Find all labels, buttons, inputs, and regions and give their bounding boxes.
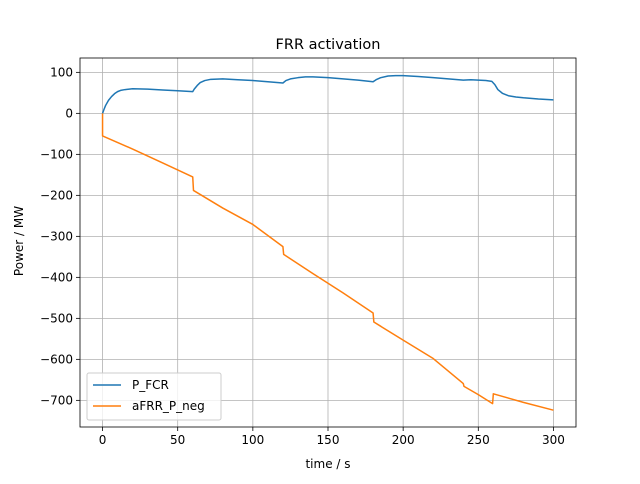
axes: 0 50 100 150 200 250 300 100 0 −100 −200 −300 −400 −5… bbox=[40, 57, 577, 447]
y-axis-label: Power / MW bbox=[12, 206, 26, 276]
x-tick-label: 300 bbox=[542, 433, 565, 447]
x-tick-label: 0 bbox=[99, 433, 107, 447]
x-tick-label: 200 bbox=[392, 433, 415, 447]
x-tick-label: 250 bbox=[467, 433, 490, 447]
x-tick-label: 50 bbox=[170, 433, 185, 447]
legend: P_FCR aFRR_P_neg bbox=[86, 372, 222, 421]
x-tick-label: 100 bbox=[241, 433, 264, 447]
chart-title: FRR activation bbox=[276, 37, 381, 53]
y-tick-label: −200 bbox=[40, 188, 73, 202]
y-tick-label: −400 bbox=[40, 270, 73, 284]
y-tick-label: 100 bbox=[50, 65, 73, 79]
y-tick-label: 0 bbox=[65, 106, 73, 120]
y-tick-label: −600 bbox=[40, 352, 73, 366]
x-tick-label: 150 bbox=[317, 433, 340, 447]
y-tick-label: −100 bbox=[40, 147, 73, 161]
series-lines bbox=[101, 74, 554, 411]
grid bbox=[80, 58, 576, 427]
y-tick-label: −300 bbox=[40, 229, 73, 243]
series-line-afrr-p-neg bbox=[101, 113, 554, 411]
plot-frame bbox=[79, 57, 577, 428]
x-axis-label: time / s bbox=[305, 457, 350, 471]
series-line-p-fcr bbox=[101, 74, 554, 114]
legend-label-afrr-p-neg: aFRR_P_neg bbox=[132, 399, 205, 413]
y-tick-label: −500 bbox=[40, 311, 73, 325]
legend-label-p-fcr: P_FCR bbox=[132, 378, 169, 392]
y-tick-label: −700 bbox=[40, 393, 73, 407]
